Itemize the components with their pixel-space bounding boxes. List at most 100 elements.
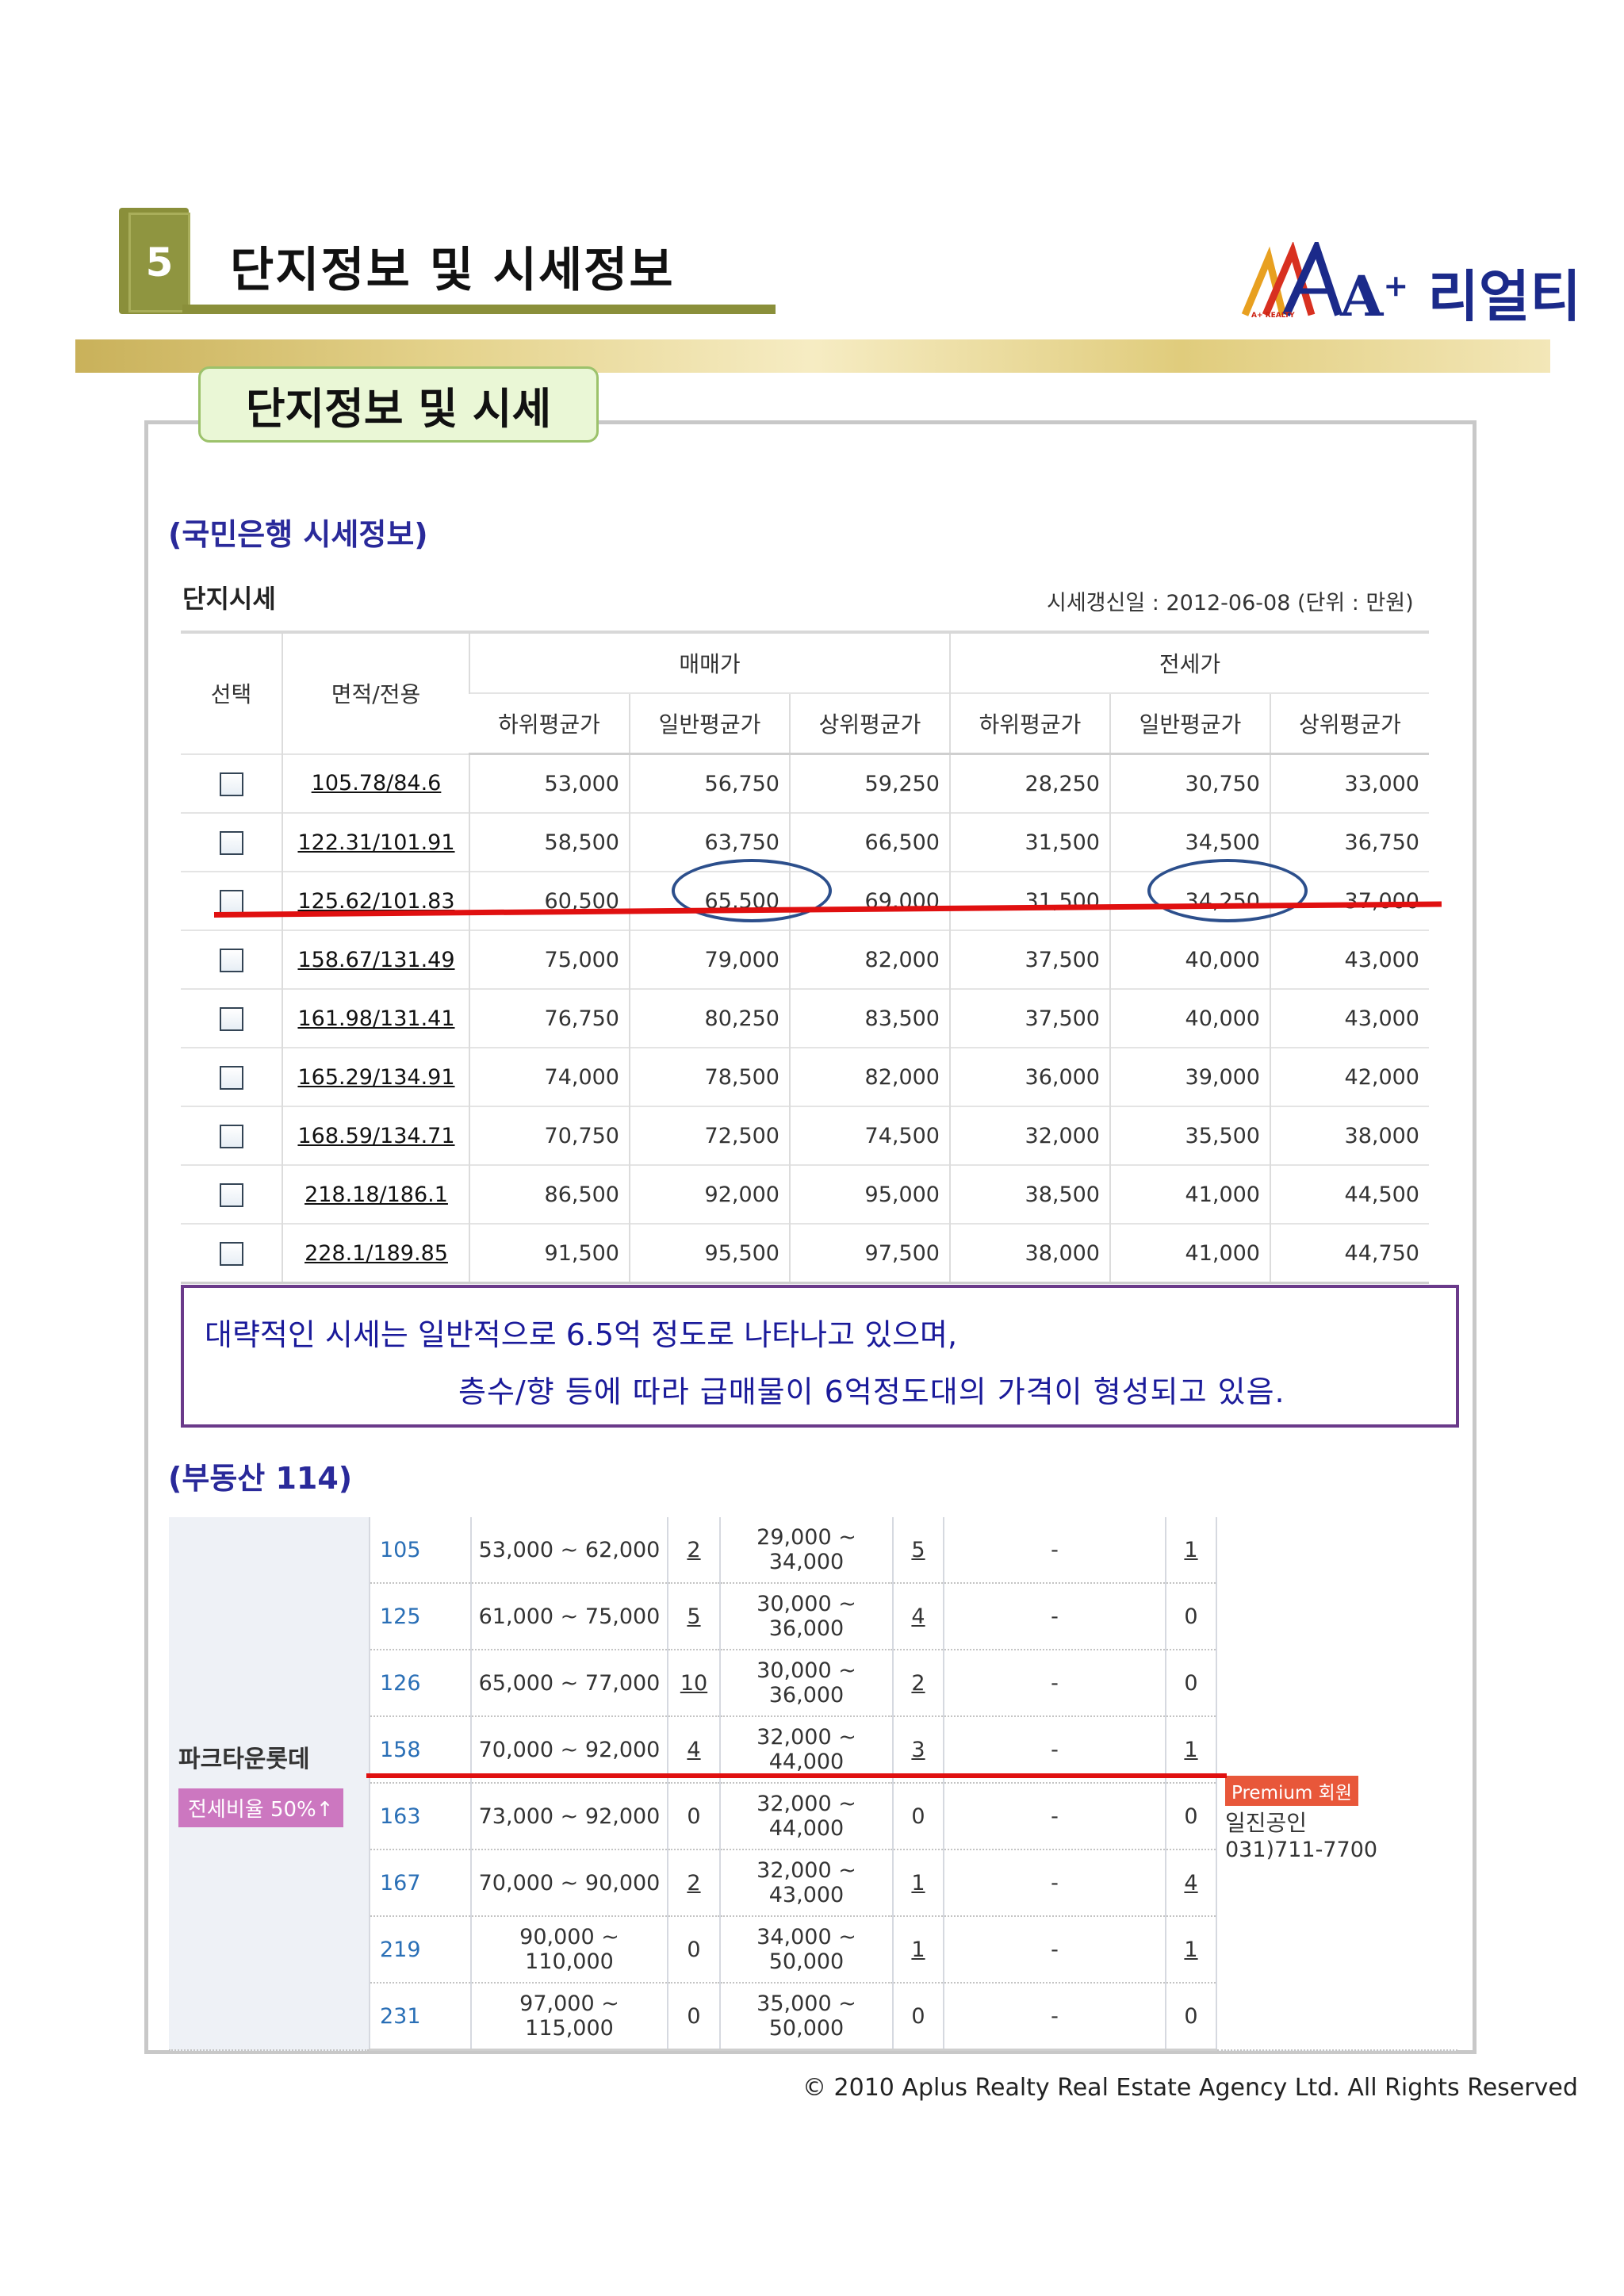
logo-wordmark: A+ 리얼티: [1340, 252, 1581, 332]
area-cell: 168.59/134.71: [282, 1106, 469, 1165]
sale-count[interactable]: 4: [687, 1737, 701, 1762]
row-checkbox[interactable]: [220, 1182, 243, 1207]
sale-count-cell: 0: [667, 1983, 720, 2051]
price-cell: 56,750: [629, 753, 790, 813]
jeonse-range-cell: 30,000 ~ 36,000: [719, 1650, 893, 1717]
row-checkbox[interactable]: [220, 830, 243, 855]
jeonse-count[interactable]: 5: [911, 1537, 925, 1562]
area-cell[interactable]: 167: [369, 1849, 471, 1917]
summary-note-line1: 대략적인 시세는 일반적으로 6.5억 정도로 나타나고 있으며,: [205, 1317, 958, 1352]
area-cell[interactable]: 163: [369, 1783, 471, 1850]
area-link[interactable]: 158.67/131.49: [297, 947, 455, 972]
price-cell: 31,500: [949, 812, 1110, 872]
area-link[interactable]: 125.62/101.83: [297, 888, 455, 914]
price-cell: 43,000: [1270, 930, 1429, 989]
agent-cell: Premium 회원 일진공인 031)711-7700: [1216, 1517, 1457, 2051]
kb-table-row: 105.78/84.6 53,000 56,750 59,250 28,250 30,75…: [181, 753, 1429, 813]
area-cell[interactable]: 126: [369, 1650, 471, 1717]
jeonse-count[interactable]: 1: [911, 1937, 925, 1962]
area-cell[interactable]: 219: [369, 1916, 471, 1984]
monthly-count: 0: [1184, 1670, 1198, 1696]
price-cell: 38,000: [1270, 1106, 1429, 1165]
area-link[interactable]: 105.78/84.6: [311, 771, 442, 796]
price-cell: 76,750: [469, 988, 630, 1048]
jeonse-count-cell[interactable]: 2: [892, 1650, 944, 1717]
monthly-count-cell[interactable]: 1: [1165, 1716, 1216, 1784]
price-cell: 33,000: [1270, 753, 1429, 813]
area-cell[interactable]: 125: [369, 1583, 471, 1650]
sale-count[interactable]: 10: [680, 1670, 708, 1696]
row-checkbox[interactable]: [220, 948, 243, 972]
area-link[interactable]: 218.18/186.1: [304, 1182, 448, 1207]
jeonse-count[interactable]: 1: [911, 1870, 925, 1895]
jeonse-count-cell: 0: [892, 1983, 944, 2051]
price-cell: 95,500: [629, 1223, 790, 1284]
jeonse-count-cell[interactable]: 5: [892, 1517, 944, 1584]
monthly-range-cell: -: [943, 1916, 1166, 1984]
sale-count-cell[interactable]: 2: [667, 1849, 720, 1917]
area-link[interactable]: 228.1/189.85: [304, 1240, 448, 1266]
monthly-count-cell[interactable]: 1: [1165, 1517, 1216, 1584]
sale-count-cell[interactable]: 5: [667, 1583, 720, 1650]
area-link[interactable]: 168.59/134.71: [297, 1123, 455, 1148]
monthly-count-cell: 0: [1165, 1783, 1216, 1850]
jeonse-range-cell: 32,000 ~ 44,000: [719, 1716, 893, 1784]
sale-count-cell[interactable]: 2: [667, 1517, 720, 1584]
area-link[interactable]: 122.31/101.91: [297, 830, 455, 855]
monthly-range-cell: -: [943, 1517, 1166, 1584]
jeonse-count-cell[interactable]: 4: [892, 1583, 944, 1650]
row-checkbox[interactable]: [220, 772, 243, 796]
area-cell: 165.29/134.91: [282, 1047, 469, 1106]
jeonse-count-cell[interactable]: 1: [892, 1916, 944, 1984]
sale-range-cell: 90,000 ~ 110,000: [470, 1916, 668, 1984]
price-cell: 42,000: [1270, 1047, 1429, 1106]
sale-count[interactable]: 5: [687, 1604, 701, 1629]
sale-range-cell: 97,000 ~ 115,000: [470, 1983, 668, 2051]
monthly-count-cell[interactable]: 1: [1165, 1916, 1216, 1984]
row-checkbox[interactable]: [220, 1124, 243, 1148]
price-cell: 35,500: [1109, 1106, 1270, 1165]
kb-price-table: 선택 면적/전용 매매가 전세가 하위평균가 일반평균가 상위평균가 하위평균가…: [181, 631, 1429, 1284]
monthly-count-cell[interactable]: 4: [1165, 1849, 1216, 1917]
jeonse-count-cell[interactable]: 3: [892, 1716, 944, 1784]
area-link[interactable]: 165.29/134.91: [297, 1064, 455, 1090]
monthly-count[interactable]: 1: [1184, 1937, 1198, 1962]
sale-count-cell[interactable]: 4: [667, 1716, 720, 1784]
area-cell: 125.62/101.83: [282, 871, 469, 930]
jeonse-range-cell: 35,000 ~ 50,000: [719, 1983, 893, 2051]
sale-count: 0: [687, 1803, 701, 1829]
row-checkbox[interactable]: [220, 1241, 243, 1266]
monthly-count[interactable]: 1: [1184, 1737, 1198, 1762]
area-cell[interactable]: 105: [369, 1517, 471, 1584]
monthly-count[interactable]: 1: [1184, 1537, 1198, 1562]
jeonse-count[interactable]: 4: [911, 1604, 925, 1629]
row-select-cell: [181, 871, 282, 930]
row-checkbox[interactable]: [220, 1065, 243, 1090]
area-cell: 161.98/131.41: [282, 988, 469, 1048]
row-checkbox[interactable]: [220, 1006, 243, 1031]
sale-count-cell[interactable]: 10: [667, 1650, 720, 1717]
monthly-count: 0: [1184, 1803, 1198, 1829]
area-link[interactable]: 161.98/131.41: [297, 1006, 455, 1031]
col-sale-high: 상위평균가: [789, 692, 950, 755]
area-cell: 122.31/101.91: [282, 812, 469, 872]
area-cell: 105.78/84.6: [282, 753, 469, 813]
monthly-count[interactable]: 4: [1184, 1870, 1198, 1895]
jeonse-count[interactable]: 3: [911, 1737, 925, 1762]
row-checkbox[interactable]: [220, 889, 243, 914]
col-jeonse-avg: 일반평균가: [1109, 692, 1270, 755]
area-cell[interactable]: 158: [369, 1716, 471, 1784]
col-group-sale: 매매가: [469, 631, 950, 693]
jeonse-count[interactable]: 2: [911, 1670, 925, 1696]
price-cell: 95,000: [789, 1164, 950, 1224]
agent-name[interactable]: 일진공인: [1225, 1809, 1308, 1836]
jeonse-count-cell[interactable]: 1: [892, 1849, 944, 1917]
complex-cell: 파크타운롯데 전세비율 50%↑: [169, 1517, 370, 2051]
price-cell: 86,500: [469, 1164, 630, 1224]
jeonse-count-cell: 0: [892, 1783, 944, 1850]
sale-count[interactable]: 2: [687, 1870, 701, 1895]
area-cell[interactable]: 231: [369, 1983, 471, 2051]
sale-count[interactable]: 2: [687, 1537, 701, 1562]
bds-table-row: 219 90,000 ~ 110,000 0 34,000 ~ 50,000 1-1: [169, 1916, 1457, 1984]
kb-table-row: 218.18/186.1 86,500 92,000 95,000 38,500 41,0…: [181, 1164, 1429, 1224]
